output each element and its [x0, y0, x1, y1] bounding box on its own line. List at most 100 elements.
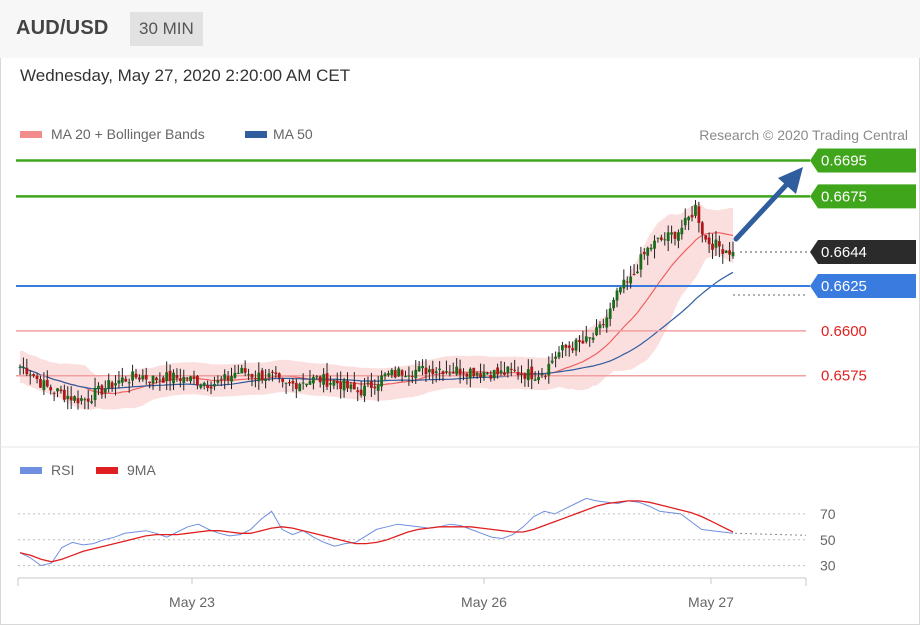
- candle-body: [182, 377, 186, 383]
- candle-body: [526, 369, 530, 381]
- candle-body: [199, 385, 203, 388]
- candle-body: [90, 401, 94, 403]
- candle: [513, 359, 517, 373]
- candle: [489, 370, 493, 382]
- candle: [608, 302, 612, 327]
- candle-body: [134, 373, 138, 378]
- candle: [226, 371, 230, 385]
- candle: [346, 372, 349, 392]
- candle-body: [434, 371, 438, 373]
- candle-body: [148, 381, 152, 383]
- candle-body: [468, 368, 472, 379]
- candle: [168, 364, 172, 391]
- candle: [250, 373, 254, 387]
- candle-body: [694, 204, 697, 216]
- candle-body: [721, 249, 725, 254]
- candle-body: [605, 317, 609, 328]
- candle-body: [247, 374, 250, 376]
- candle: [434, 367, 438, 383]
- candle-body: [393, 369, 397, 378]
- candle-body: [448, 373, 452, 375]
- candle: [731, 241, 735, 259]
- candle-body: [325, 373, 329, 387]
- candle-body: [455, 366, 459, 375]
- candle-body: [547, 363, 551, 376]
- candle: [271, 369, 274, 382]
- candle-body: [260, 370, 264, 381]
- candle-body: [673, 231, 677, 239]
- candle: [93, 377, 97, 407]
- candle-body: [561, 345, 564, 351]
- candle-body: [653, 240, 656, 249]
- candle-body: [619, 287, 622, 293]
- candle-body: [346, 380, 349, 389]
- candle: [448, 364, 452, 377]
- candle-body: [404, 376, 407, 378]
- candle-body: [670, 232, 673, 235]
- candle: [359, 381, 363, 398]
- candle-body: [622, 279, 626, 289]
- candle-body: [704, 235, 708, 240]
- candle: [547, 356, 551, 384]
- level-label: 0.6695: [821, 152, 867, 169]
- candle: [605, 309, 609, 333]
- level-0.6675: 0.6675: [16, 184, 916, 209]
- candle-body: [32, 374, 36, 376]
- candle-body: [574, 339, 578, 351]
- candle: [253, 370, 257, 388]
- candle: [625, 276, 629, 291]
- rsi-tick-label: 50: [820, 532, 836, 548]
- candle: [325, 362, 329, 391]
- candle: [407, 366, 411, 386]
- candle-body: [537, 376, 540, 381]
- level-label: 0.6675: [821, 188, 867, 205]
- rsi-extension: [734, 532, 807, 536]
- candle: [417, 360, 421, 372]
- candle: [294, 378, 298, 399]
- candle: [42, 372, 46, 395]
- candle: [550, 353, 554, 365]
- candle-body: [506, 366, 510, 374]
- candle-body: [161, 377, 165, 383]
- candle: [687, 215, 691, 231]
- candle: [663, 232, 667, 246]
- candle-body: [472, 367, 476, 377]
- candle: [80, 395, 83, 405]
- candle: [636, 264, 639, 274]
- candle: [349, 381, 353, 393]
- candle-body: [492, 369, 496, 379]
- level-0.6575: 0.6575: [16, 368, 867, 385]
- candle-body: [380, 375, 384, 387]
- candle-body: [155, 377, 158, 381]
- candle: [438, 361, 442, 381]
- candle-body: [451, 372, 455, 374]
- candle-body: [240, 367, 244, 374]
- candle-body: [438, 368, 442, 371]
- candle-body: [427, 369, 431, 373]
- candle: [100, 384, 104, 399]
- candle-body: [103, 388, 107, 393]
- candle-body: [172, 372, 175, 384]
- candle: [697, 201, 701, 233]
- candle-body: [226, 376, 230, 381]
- candle: [574, 337, 578, 356]
- candle: [390, 368, 394, 379]
- candle-body: [62, 389, 66, 400]
- candle-body: [598, 324, 602, 329]
- candle-body: [124, 378, 128, 382]
- candle: [503, 361, 506, 376]
- candle: [543, 374, 547, 380]
- candle-body: [387, 373, 390, 376]
- candle: [335, 372, 339, 390]
- candle: [499, 361, 503, 376]
- candle: [458, 359, 462, 384]
- candle: [206, 380, 210, 392]
- timeframe-badge[interactable]: 30 MIN: [130, 12, 203, 46]
- candle: [288, 379, 291, 386]
- candle: [127, 378, 131, 393]
- candle-body: [646, 247, 650, 256]
- candle: [138, 374, 141, 383]
- candle: [83, 397, 87, 410]
- candle-body: [117, 380, 121, 384]
- candle-body: [294, 382, 298, 390]
